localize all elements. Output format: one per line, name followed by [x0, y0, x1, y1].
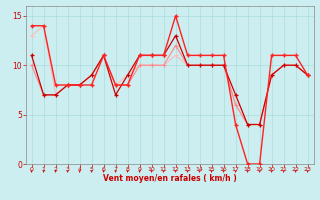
X-axis label: Vent moyen/en rafales ( km/h ): Vent moyen/en rafales ( km/h ) — [103, 174, 236, 183]
